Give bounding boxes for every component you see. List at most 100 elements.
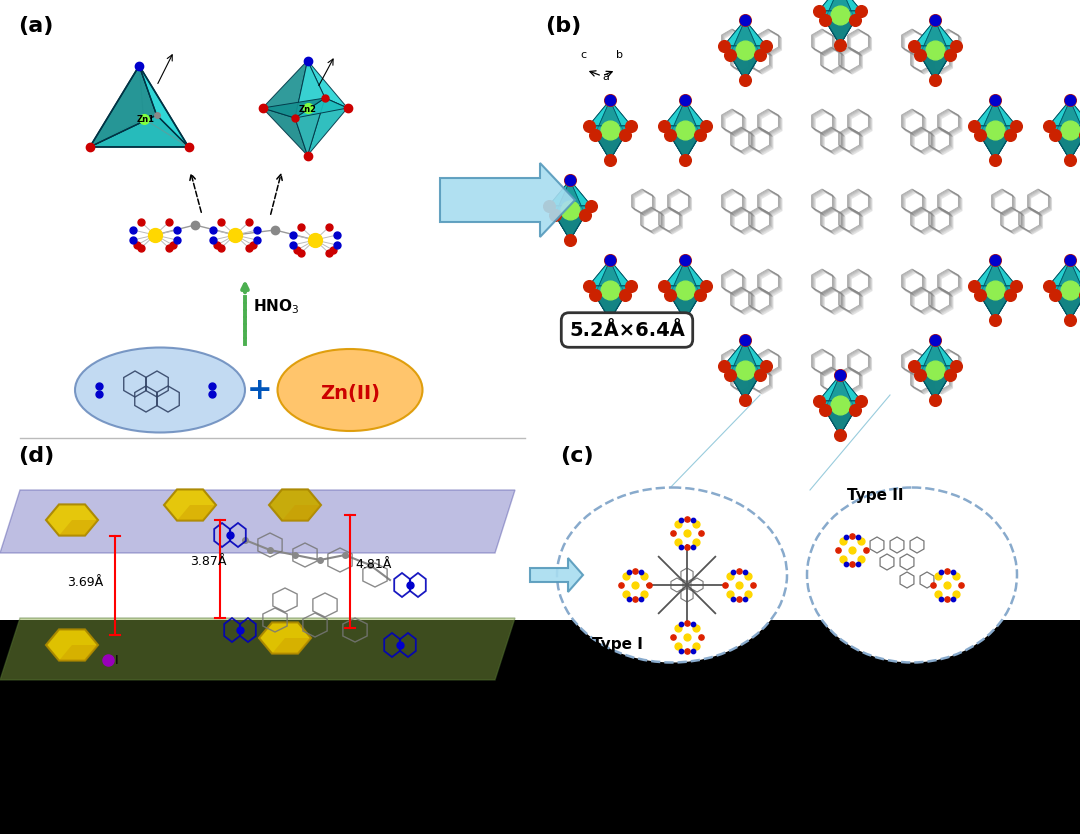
Polygon shape (295, 61, 325, 118)
Polygon shape (980, 134, 1010, 160)
Polygon shape (589, 125, 610, 160)
Polygon shape (555, 180, 585, 214)
Polygon shape (610, 260, 631, 294)
Polygon shape (295, 98, 348, 118)
Polygon shape (589, 100, 610, 134)
Ellipse shape (557, 488, 787, 662)
Polygon shape (1055, 294, 1080, 320)
Polygon shape (1070, 100, 1080, 134)
Polygon shape (0, 618, 515, 680)
Polygon shape (819, 0, 840, 19)
Polygon shape (914, 365, 956, 400)
Text: (a): (a) (18, 16, 53, 36)
Polygon shape (730, 374, 760, 400)
Polygon shape (664, 285, 685, 320)
Polygon shape (745, 365, 766, 400)
Polygon shape (139, 66, 189, 147)
Polygon shape (730, 20, 760, 54)
Text: Zn(II): Zn(II) (320, 384, 380, 403)
Polygon shape (825, 409, 855, 435)
Polygon shape (914, 365, 935, 400)
Polygon shape (1049, 285, 1070, 320)
Polygon shape (914, 46, 935, 80)
Polygon shape (935, 365, 956, 400)
Polygon shape (974, 125, 1016, 160)
Polygon shape (664, 260, 685, 294)
Polygon shape (914, 340, 956, 365)
Polygon shape (825, 19, 855, 45)
Polygon shape (980, 260, 1010, 294)
Polygon shape (724, 46, 745, 80)
Polygon shape (914, 20, 935, 54)
Polygon shape (90, 115, 189, 147)
Polygon shape (549, 205, 591, 240)
Polygon shape (670, 134, 700, 160)
Polygon shape (670, 260, 700, 294)
Polygon shape (1049, 260, 1070, 294)
Polygon shape (589, 285, 631, 320)
Polygon shape (974, 100, 1016, 125)
Polygon shape (974, 260, 995, 294)
Polygon shape (90, 66, 157, 147)
Polygon shape (995, 125, 1016, 160)
Polygon shape (595, 260, 625, 294)
Polygon shape (570, 180, 591, 214)
Polygon shape (724, 365, 766, 400)
Polygon shape (664, 100, 685, 134)
Polygon shape (1049, 285, 1080, 320)
Polygon shape (840, 11, 861, 45)
Polygon shape (974, 100, 995, 134)
Polygon shape (935, 20, 956, 54)
Polygon shape (995, 100, 1016, 134)
Polygon shape (610, 285, 631, 320)
Polygon shape (980, 294, 1010, 320)
Polygon shape (549, 205, 570, 240)
Polygon shape (1049, 100, 1080, 125)
Polygon shape (1049, 125, 1080, 160)
Polygon shape (259, 622, 311, 654)
Polygon shape (595, 134, 625, 160)
Polygon shape (685, 260, 706, 294)
Polygon shape (920, 54, 950, 80)
Polygon shape (685, 125, 706, 160)
Polygon shape (819, 400, 840, 435)
Polygon shape (59, 520, 98, 535)
Polygon shape (819, 375, 861, 400)
Polygon shape (177, 505, 216, 520)
Polygon shape (935, 46, 956, 80)
Polygon shape (1049, 100, 1070, 134)
Polygon shape (664, 100, 706, 125)
Polygon shape (570, 205, 591, 240)
Polygon shape (46, 505, 98, 535)
Polygon shape (840, 0, 861, 19)
Polygon shape (974, 285, 1016, 320)
Polygon shape (670, 100, 700, 134)
Polygon shape (825, 0, 855, 19)
Ellipse shape (75, 348, 245, 433)
Polygon shape (440, 163, 575, 237)
Polygon shape (724, 340, 766, 365)
Text: Type I: Type I (592, 637, 643, 652)
Polygon shape (920, 340, 950, 374)
Polygon shape (1049, 125, 1070, 160)
Polygon shape (595, 100, 625, 134)
Polygon shape (974, 260, 1016, 285)
Text: +: + (247, 375, 273, 404)
Polygon shape (974, 125, 995, 160)
Polygon shape (840, 400, 861, 435)
Text: a: a (602, 72, 609, 82)
Text: Type II: Type II (847, 488, 904, 503)
Polygon shape (730, 340, 760, 374)
Text: (b): (b) (545, 16, 581, 36)
Polygon shape (262, 98, 325, 118)
Polygon shape (685, 100, 706, 134)
Polygon shape (1049, 260, 1080, 285)
Polygon shape (840, 375, 861, 409)
Polygon shape (46, 630, 98, 661)
Polygon shape (914, 340, 935, 374)
Polygon shape (664, 125, 706, 160)
Text: b: b (616, 50, 623, 60)
Polygon shape (610, 125, 631, 160)
Ellipse shape (278, 349, 422, 431)
Polygon shape (819, 400, 861, 435)
